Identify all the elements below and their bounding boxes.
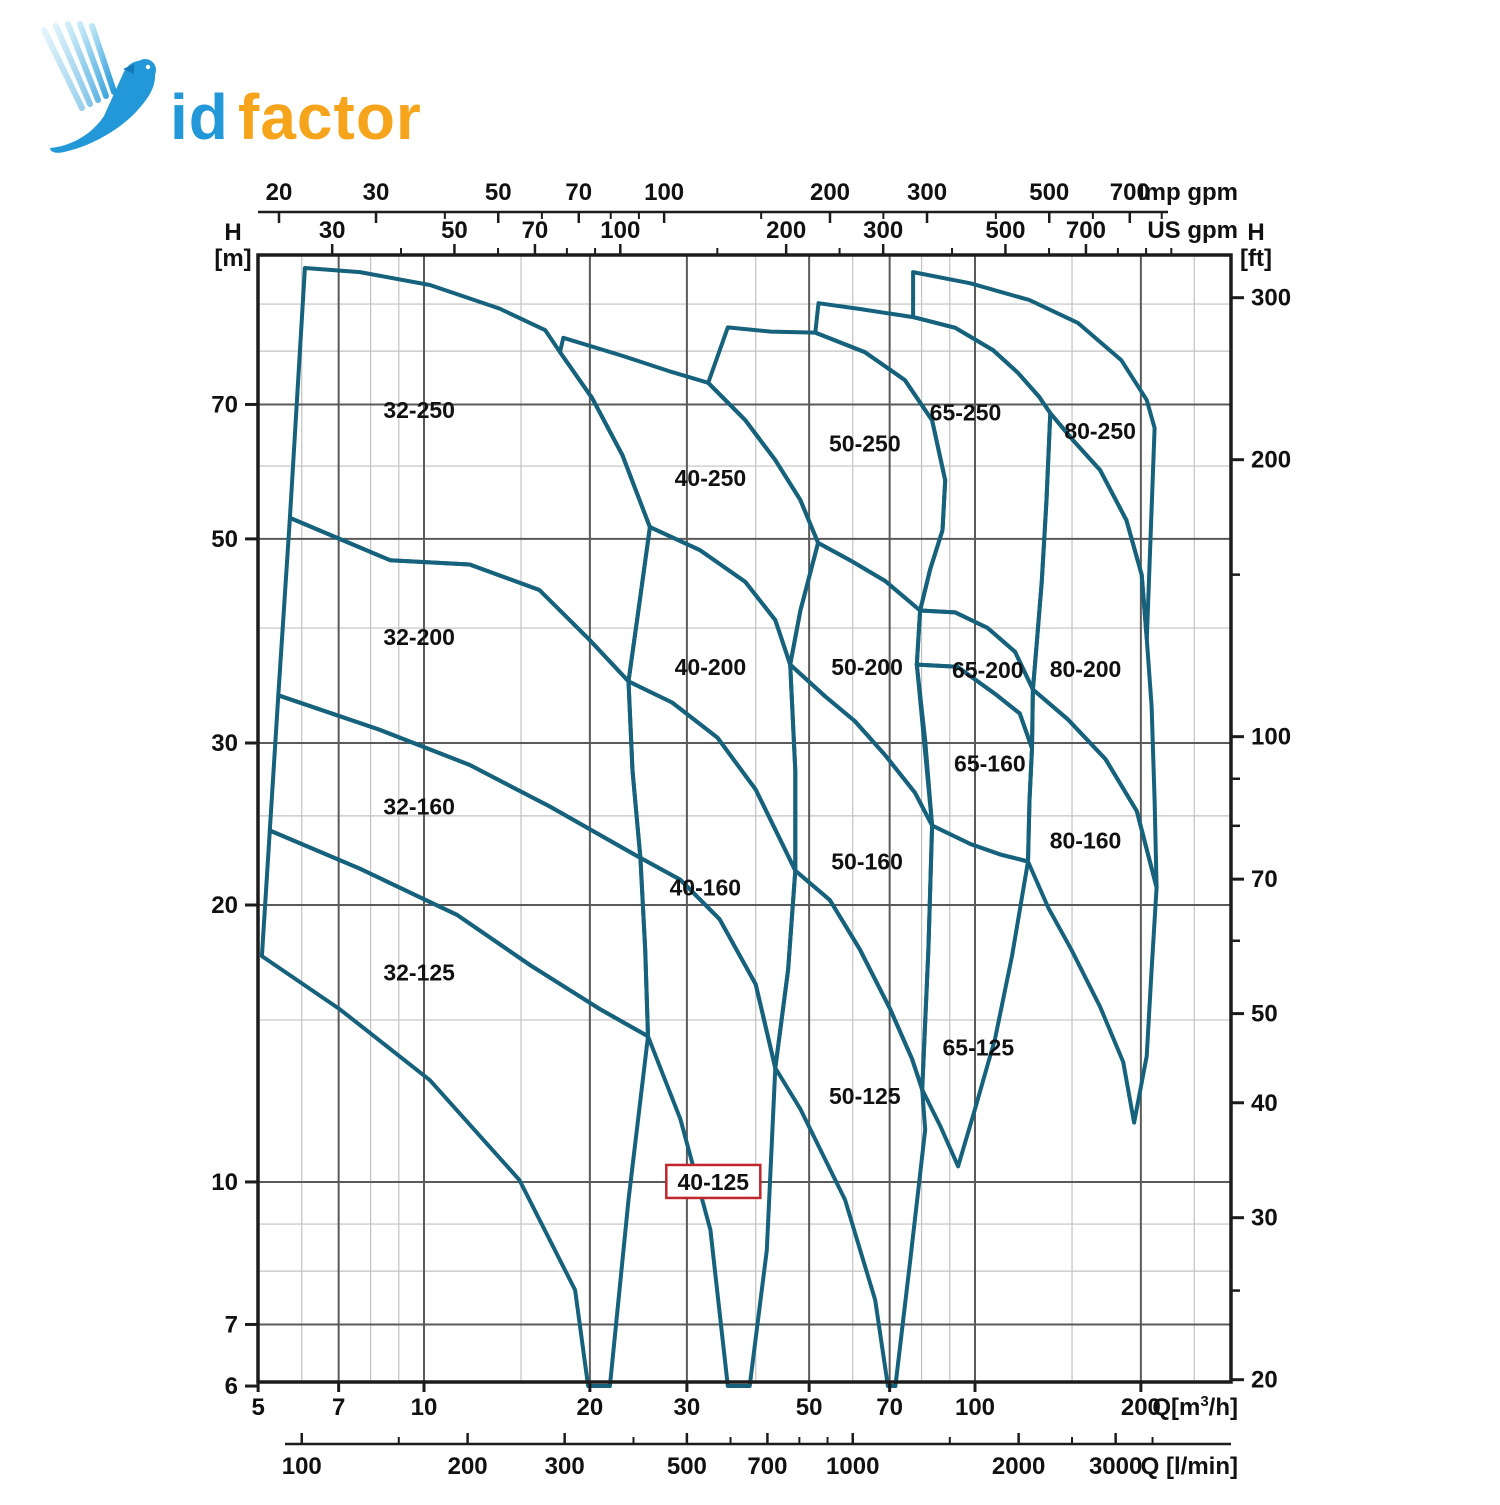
left-axis-tick-label: 20 [211,892,238,919]
plot-frame [256,253,1233,1384]
imp-gpm-tick-label: 20 [266,179,293,206]
us-gpm-tick-label: 300 [863,217,903,244]
imp-gpm-tick-label: 300 [907,179,947,206]
imp-gpm-tick-label: 500 [1029,179,1069,206]
region-label-80-250: 80-250 [1064,418,1136,444]
region-label-65-160: 65-160 [954,750,1026,776]
us-gpm-tick-label: 70 [522,217,549,244]
pump-region-65-125 [920,823,1030,1169]
pump-region-50-125 [773,868,928,1388]
pump-region-32-160 [267,693,650,1039]
logo-text-factor: factor [238,81,422,153]
q-lmin-tick-label: 700 [747,1453,787,1480]
pump-regions [259,266,1159,1388]
region-labels: 32-250 32-200 32-160 32-125 40-250 40-200 40-1… [383,397,1136,1200]
region-label-32-200: 32-200 [383,624,455,650]
us-gpm-tick-label: 500 [985,217,1025,244]
q-lmin-tick-label: 1000 [826,1453,879,1480]
region-label-50-125: 50-125 [829,1083,901,1109]
region-label-40-125: 40-125 [677,1169,749,1195]
logo-bird-icon [41,21,156,153]
right-axis-tick-label: 20 [1251,1367,1278,1394]
vidfactor-logo: id factor [30,20,430,170]
pump-region-40-250 [558,335,821,667]
region-label-50-160: 50-160 [831,849,903,875]
q-m3h-tick-label: 200 [1121,1394,1161,1421]
q-m3h-tick-label: 20 [577,1394,604,1421]
pump-region-32-250 [287,266,652,684]
us-gpm-tick-label: 700 [1066,217,1106,244]
left-axis-tick-label: 6 [225,1373,238,1400]
region-label-65-125: 65-125 [943,1035,1015,1061]
region-label-40-160: 40-160 [669,874,741,900]
right-axis-tick-label: 50 [1251,1001,1278,1028]
q-lmin-tick-label: 2000 [992,1453,1045,1480]
right-axis-tick-label: 30 [1251,1205,1278,1232]
logo-text-id: id [170,81,229,153]
left-axis-tick-label: 7 [225,1311,238,1338]
left-axis-tick-label: 30 [211,730,238,757]
right-axis-unit-H: H [1247,219,1264,246]
q-m3h-unit: Q[m3/h] [1152,1393,1238,1421]
us-gpm-tick-label: 50 [441,217,468,244]
imp-gpm-tick-label: 200 [810,179,850,206]
q-m3h-tick-label: 50 [796,1394,823,1421]
q-m3h-tick-label: 100 [955,1394,995,1421]
region-label-40-250: 40-250 [675,465,747,491]
imp-gpm-tick-label: 100 [644,179,684,206]
q-lmin-unit: Q [l/min] [1141,1453,1238,1480]
imp-gpm-tick-label: 50 [485,179,512,206]
us-gpm-tick-label: 30 [319,217,346,244]
q-lmin-tick-label: 500 [667,1453,707,1480]
us-gpm-tick-label: 100 [600,217,640,244]
us-gpm-tick-label: 200 [766,217,806,244]
region-label-80-160: 80-160 [1050,828,1122,854]
imp-gpm-tick-label: 30 [363,179,390,206]
right-axis-unit-ft: [ft] [1240,245,1272,272]
region-label-50-250: 50-250 [829,430,901,456]
left-axis-unit-H: H [224,219,241,246]
pump-region-32-125 [259,828,650,1388]
q-m3h-tick-label: 7 [332,1394,345,1421]
region-label-32-250: 32-250 [383,397,455,423]
right-axis-tick-label: 300 [1251,285,1291,312]
pump-region-50-160 [788,662,935,1092]
q-lmin-tick-label: 300 [545,1453,585,1480]
pump-region-32-200 [276,515,643,860]
axes: 705030201076H[m]3002001007050403020H[ft]… [211,179,1291,1480]
region-label-32-125: 32-125 [383,959,455,985]
region-label-50-200: 50-200 [831,654,903,680]
highlight-box-40-125 [665,1163,762,1200]
imp-gpm-tick-label: 70 [565,179,592,206]
right-axis-tick-label: 40 [1251,1090,1278,1117]
region-label-65-200: 65-200 [952,657,1024,683]
right-axis-tick-label: 100 [1251,724,1291,751]
us-gpm-unit: US gpm [1147,217,1238,244]
left-axis-tick-label: 50 [211,526,238,553]
q-m3h-tick-label: 70 [876,1394,903,1421]
q-m3h-tick-label: 5 [251,1394,264,1421]
imp-gpm-unit: Imp gpm [1138,179,1238,206]
region-label-32-160: 32-160 [383,793,455,819]
region-label-65-250: 65-250 [930,400,1002,426]
region-label-40-200: 40-200 [675,654,747,680]
q-lmin-tick-label: 200 [448,1453,488,1480]
left-axis-unit-m: [m] [214,245,251,272]
pump-region-40-125 [638,855,778,1388]
pump-region-65-250 [813,301,1053,692]
q-lmin-tick-label: 100 [282,1453,322,1480]
left-axis-tick-label: 10 [211,1169,238,1196]
pump-region-80-160 [1026,687,1159,1125]
q-m3h-tick-label: 30 [674,1394,701,1421]
right-axis-tick-label: 70 [1251,866,1278,893]
q-m3h-tick-label: 10 [411,1394,438,1421]
imp-gpm-tick-label: 700 [1110,179,1150,206]
region-label-80-200: 80-200 [1050,656,1122,682]
q-lmin-tick-label: 3000 [1089,1453,1142,1480]
left-axis-tick-label: 70 [211,391,238,418]
right-axis-tick-label: 200 [1251,447,1291,474]
